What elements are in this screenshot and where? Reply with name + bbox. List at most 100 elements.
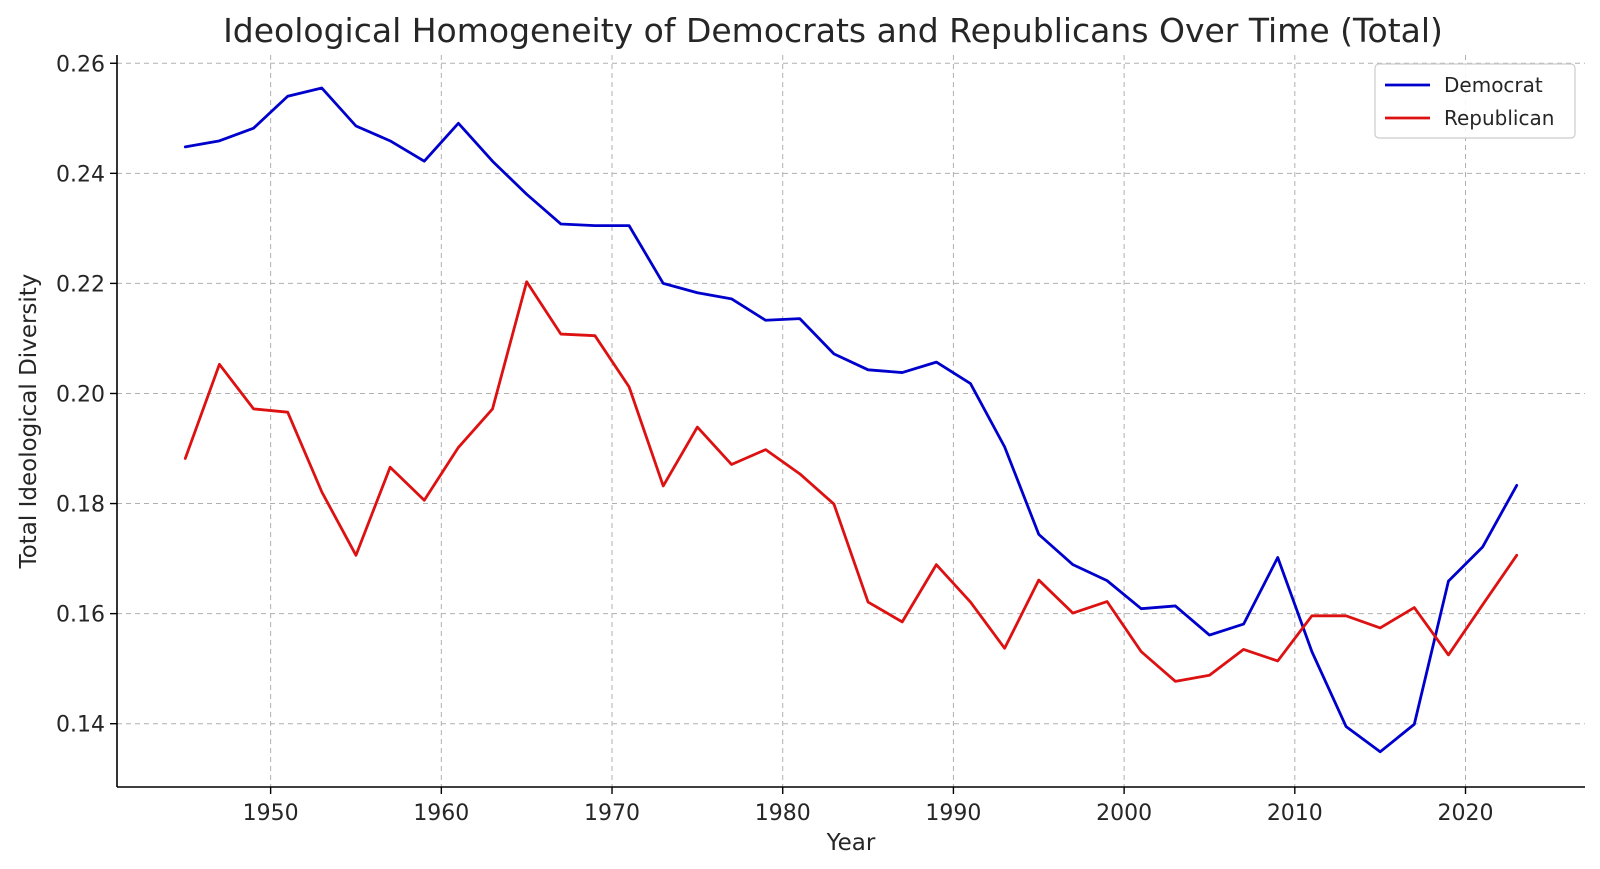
data-point xyxy=(183,144,188,149)
x-tick-label: 1960 xyxy=(413,801,469,826)
data-point xyxy=(1070,562,1075,567)
data-point xyxy=(1344,724,1349,729)
data-point xyxy=(524,279,529,284)
x-axis-label: Year xyxy=(826,830,876,856)
data-point xyxy=(661,281,666,286)
x-tick-label: 2000 xyxy=(1096,801,1152,826)
data-point xyxy=(1241,622,1246,627)
data-point xyxy=(319,86,324,91)
data-point xyxy=(456,445,461,450)
data-point xyxy=(831,351,836,356)
data-point xyxy=(1480,545,1485,550)
y-tick-label: 0.24 xyxy=(56,162,105,187)
data-point xyxy=(1105,599,1110,604)
data-point xyxy=(217,138,222,143)
grid-lines xyxy=(117,55,1585,787)
data-point xyxy=(968,600,973,605)
data-point xyxy=(353,123,358,128)
x-tick-label: 1990 xyxy=(925,801,981,826)
data-point xyxy=(1480,602,1485,607)
data-point xyxy=(729,296,734,301)
data-point xyxy=(1207,633,1212,638)
data-point xyxy=(353,553,358,558)
x-tick-label: 1980 xyxy=(755,801,811,826)
y-ticks: 0.14 0.16 0.18 0.20 0.22 0.24 0.26 xyxy=(56,52,117,738)
legend-box xyxy=(1374,63,1576,139)
data-point xyxy=(900,370,905,375)
data-point xyxy=(1173,603,1178,608)
data-point xyxy=(592,223,597,228)
legend: Democrat Republican xyxy=(1374,63,1576,139)
data-point xyxy=(1309,613,1314,618)
y-tick-label: 0.22 xyxy=(56,272,105,297)
data-point xyxy=(251,126,256,131)
data-point xyxy=(627,384,632,389)
data-point xyxy=(729,462,734,467)
data-point xyxy=(1002,444,1007,449)
data-point xyxy=(319,489,324,494)
chart-title: Ideological Homogeneity of Democrats and… xyxy=(223,11,1443,50)
x-tick-label: 1970 xyxy=(584,801,640,826)
series-line-republican xyxy=(183,280,1519,683)
data-point xyxy=(866,600,871,605)
data-point xyxy=(1514,483,1519,488)
y-tick-label: 0.14 xyxy=(56,713,105,738)
data-point xyxy=(866,367,871,372)
series-lines xyxy=(183,86,1519,755)
x-tick-label: 1950 xyxy=(243,801,299,826)
data-point xyxy=(1173,679,1178,684)
data-point xyxy=(422,498,427,503)
data-point xyxy=(1344,613,1349,618)
x-tick-label: 2020 xyxy=(1438,801,1494,826)
y-tick-label: 0.20 xyxy=(56,382,105,407)
data-point xyxy=(627,223,632,228)
data-point xyxy=(558,221,563,226)
series-points-democrat xyxy=(183,86,1519,755)
data-point xyxy=(422,159,427,164)
data-point xyxy=(831,502,836,507)
axes xyxy=(116,55,1585,788)
data-point xyxy=(217,362,222,367)
series-line-democrat xyxy=(183,86,1519,754)
data-point xyxy=(1036,532,1041,537)
data-point xyxy=(1207,673,1212,678)
data-point xyxy=(797,316,802,321)
data-point xyxy=(1105,578,1110,583)
data-point xyxy=(968,381,973,386)
data-point xyxy=(695,290,700,295)
data-point xyxy=(1002,646,1007,651)
data-point xyxy=(1241,647,1246,652)
y-tick-label: 0.26 xyxy=(56,52,105,77)
y-tick-label: 0.18 xyxy=(56,493,105,518)
data-point xyxy=(1412,605,1417,610)
y-axis-label: Total Ideological Diversity xyxy=(16,274,42,570)
data-point xyxy=(558,332,563,337)
data-point xyxy=(1036,578,1041,583)
data-point xyxy=(695,425,700,430)
data-point xyxy=(1446,652,1451,657)
data-point xyxy=(1139,649,1144,654)
data-point xyxy=(900,619,905,624)
data-point xyxy=(1275,555,1280,560)
data-point xyxy=(388,465,393,470)
data-point xyxy=(797,471,802,476)
x-tick-label: 2010 xyxy=(1267,801,1323,826)
data-point xyxy=(934,360,939,365)
legend-republican-label: Republican xyxy=(1444,106,1554,130)
data-point xyxy=(490,159,495,164)
data-point xyxy=(763,318,768,323)
data-point xyxy=(1514,553,1519,558)
data-point xyxy=(763,447,768,452)
data-point xyxy=(1070,611,1075,616)
y-tick-label: 0.16 xyxy=(56,603,105,628)
data-point xyxy=(1275,658,1280,663)
data-point xyxy=(524,192,529,197)
data-point xyxy=(1139,606,1144,611)
data-point xyxy=(490,406,495,411)
data-point xyxy=(388,138,393,143)
data-point xyxy=(183,456,188,461)
data-point xyxy=(661,483,666,488)
data-point xyxy=(592,333,597,338)
data-point xyxy=(1309,649,1314,654)
